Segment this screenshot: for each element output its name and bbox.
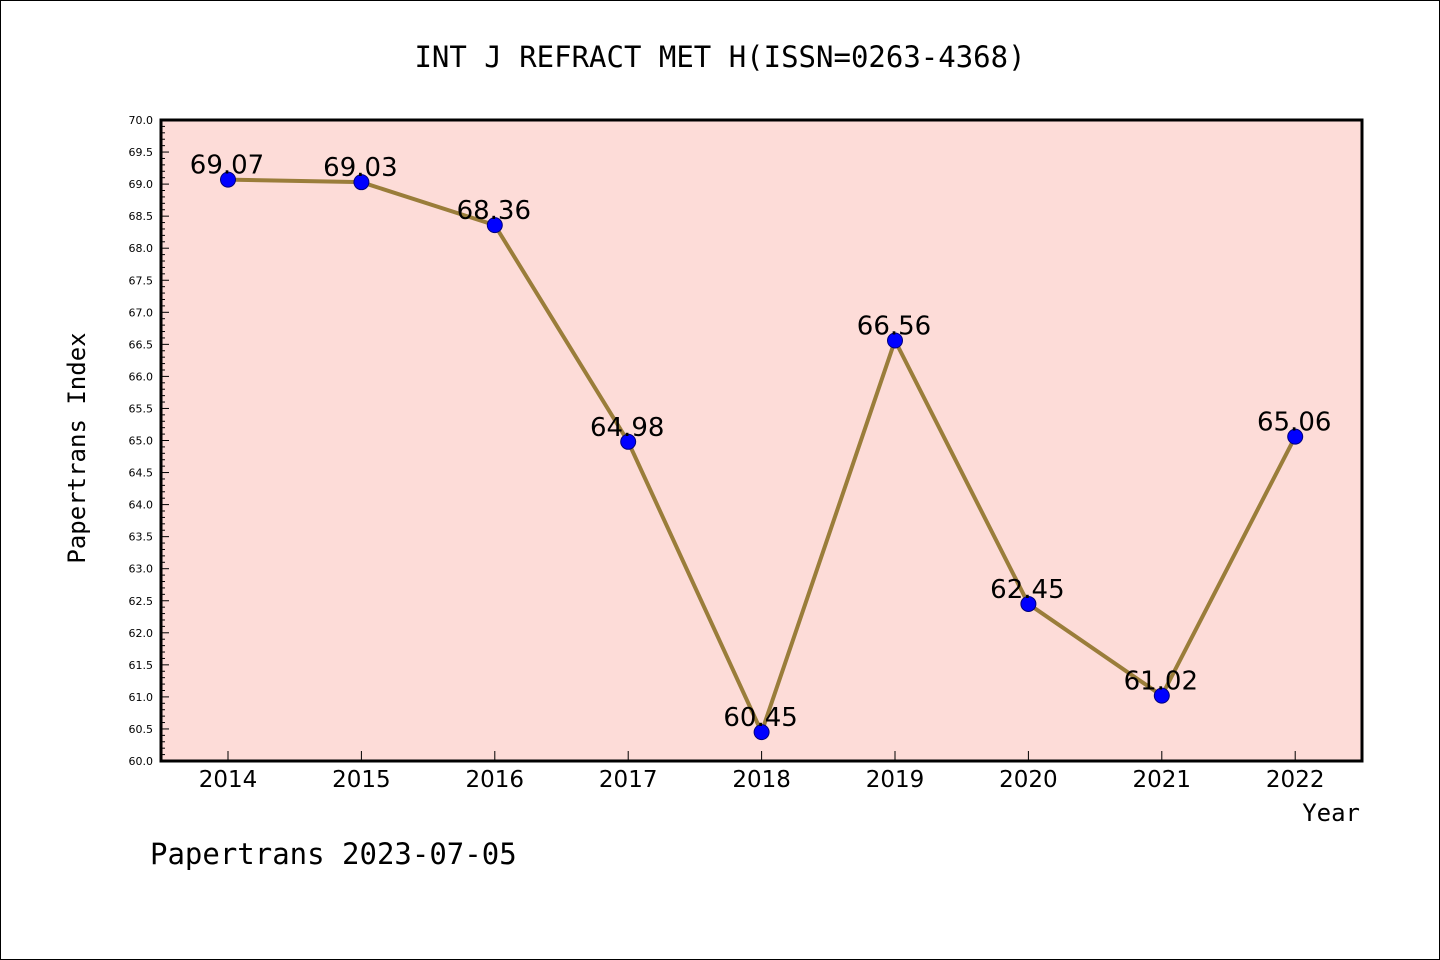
data-label: 65.06 [1257,408,1331,438]
y-tick-label: 66.0 [129,370,154,383]
x-tick-label: 2016 [466,767,525,793]
y-tick-label: 60.5 [129,723,154,736]
y-tick-label: 66.5 [129,338,154,351]
y-tick-label: 63.0 [129,563,154,576]
data-label: 68.36 [457,196,531,226]
y-tick-label: 62.0 [129,627,154,640]
data-label: 61.02 [1124,667,1198,697]
x-tick-label: 2019 [866,767,925,793]
x-tick-label: 2015 [332,767,391,793]
data-label: 62.45 [990,575,1064,605]
data-point [753,724,770,741]
x-tick-label: 2018 [732,767,791,793]
x-axis-ticks: 2014 2015 2016 2017 2018 2019 2020 2021 2022 [199,751,1325,793]
y-tick-label: 67.0 [129,306,154,319]
y-tick-label: 65.5 [129,402,154,415]
data-label: 64.98 [590,413,664,443]
y-tick-label: 64.5 [129,467,154,480]
y-axis-label: Papertrans Index [63,332,91,563]
chart-title: INT J REFRACT MET H(ISSN=0263-4368) [414,40,1025,74]
y-tick-label: 69.5 [129,146,154,159]
data-label: 69.03 [323,153,397,183]
y-tick-label: 65.0 [129,435,154,448]
data-point [887,332,903,349]
data-point [1287,428,1304,445]
data-point [1020,595,1037,612]
data-label: 69.07 [190,151,264,181]
x-tick-label: 2022 [1266,767,1325,793]
x-tick-label: 2021 [1133,767,1192,793]
x-tick-label: 2017 [599,767,658,793]
footer-source-date: Papertrans 2023-07-05 [150,837,517,871]
y-tick-label: 67.5 [129,274,154,287]
data-label: 60.45 [723,703,797,733]
x-tick-label: 2014 [199,767,258,793]
y-tick-label: 64.0 [129,499,154,512]
y-axis-ticks: 60.0 60.5 61.0 61.5 62.0 62.5 63.0 63.5 64.0 64.5… [129,114,169,768]
y-tick-label: 61.5 [129,659,154,672]
plot-area [159,118,1364,763]
data-point [220,171,236,188]
data-point [353,174,370,191]
data-point [620,433,637,450]
data-series: 69.07 69.03 68.36 64.98 60.45 66.56 62.45 61.02… [190,151,1331,741]
y-tick-label: 60.0 [129,755,154,768]
data-point [486,217,503,234]
y-tick-label: 68.0 [129,242,154,255]
data-label: 66.56 [857,312,931,342]
y-tick-label: 61.0 [129,691,154,704]
data-point [1153,687,1170,704]
x-axis-label: Year [1302,799,1360,827]
x-tick-label: 2020 [999,767,1058,793]
y-tick-label: 62.5 [129,595,154,608]
y-tick-label: 69.0 [129,178,154,191]
y-tick-label: 63.5 [129,531,154,544]
y-tick-label: 68.5 [129,210,154,223]
y-tick-label: 70.0 [129,114,154,127]
